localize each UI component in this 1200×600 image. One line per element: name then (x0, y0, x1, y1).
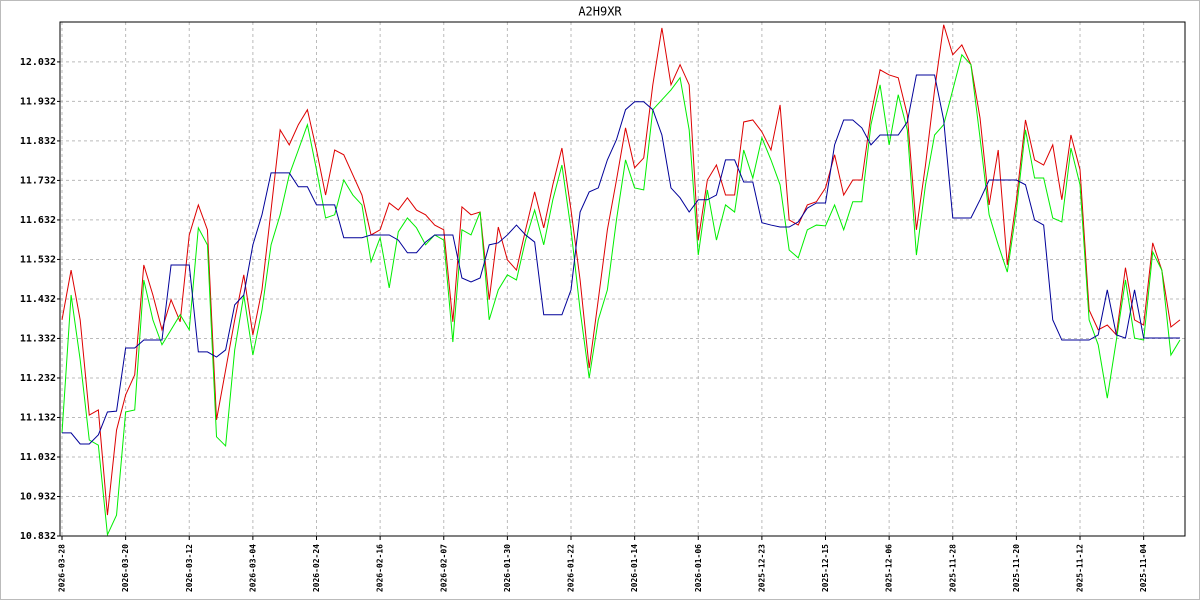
y-tick-label: 11.332 (20, 333, 56, 344)
y-tick-label: 11.532 (20, 254, 56, 265)
x-tick-label: 2025-12-15 (821, 544, 830, 592)
x-tick-label: 2026-02-07 (439, 544, 448, 592)
x-tick-label: 2025-11-28 (948, 544, 957, 592)
x-tick-label: 2026-03-28 (58, 544, 67, 592)
series-line (62, 74, 1180, 445)
series-line (61, 53, 1181, 537)
x-tick-label: 2025-11-04 (1139, 544, 1148, 592)
plot-frame (59, 21, 1186, 537)
x-tick-label: 2025-11-20 (1012, 544, 1021, 592)
y-tick-label: 10.832 (20, 531, 56, 542)
x-tick-label: 2025-12-06 (885, 544, 894, 592)
x-tick-label: 2026-03-12 (185, 544, 194, 592)
y-tick-label: 11.732 (20, 175, 56, 186)
y-tick-label: 11.432 (20, 294, 56, 305)
x-tick-label: 2026-01-22 (567, 544, 576, 592)
chart-title: A2H9XR (578, 5, 622, 19)
x-tick-label: 2026-02-16 (376, 544, 385, 592)
y-tick-label: 11.032 (20, 452, 56, 463)
x-tick-label: 2026-03-20 (121, 544, 130, 592)
y-tick-label: 12.032 (20, 57, 56, 68)
y-tick-label: 11.932 (20, 96, 56, 107)
series-line (61, 24, 1181, 516)
x-tick-label: 2026-01-14 (630, 544, 639, 592)
plot (61, 24, 1181, 537)
x-tick-label: 2026-02-24 (312, 544, 321, 592)
y-tick-label: 10.932 (20, 491, 56, 502)
y-tick-label: 11.632 (20, 215, 56, 226)
x-tick-label: 2025-11-12 (1076, 544, 1085, 592)
y-tick-label: 11.832 (20, 136, 56, 147)
grid (60, 22, 1185, 537)
x-tick-label: 2026-03-04 (248, 544, 257, 592)
x-tick-label: 2026-01-30 (503, 544, 512, 592)
y-tick-label: 11.232 (20, 373, 56, 384)
y-tick-label: 11.132 (20, 412, 56, 423)
x-tick-label: 2026-01-06 (694, 544, 703, 592)
x-tick-label: 2025-12-23 (757, 544, 766, 592)
